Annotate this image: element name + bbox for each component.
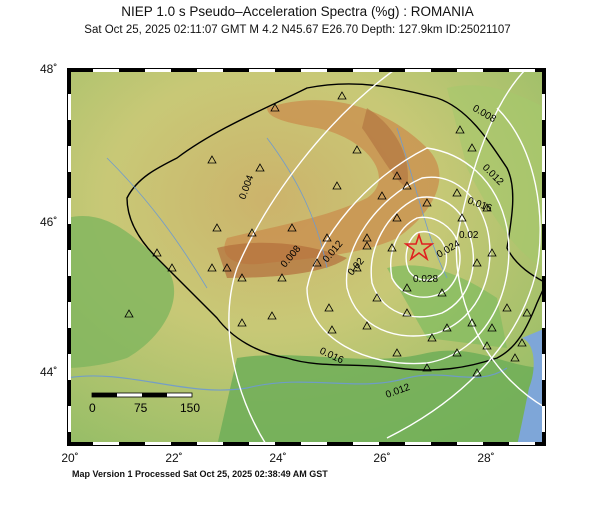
triangle-icon — [327, 325, 337, 334]
triangle-icon — [522, 308, 532, 317]
lon-label-20: 20˚ — [61, 451, 79, 465]
triangle-icon — [487, 323, 497, 332]
triangle-icon — [362, 233, 372, 242]
triangle-icon — [337, 91, 347, 100]
triangle-icon — [392, 348, 402, 357]
triangle-icon — [442, 323, 452, 332]
danube-river — [67, 367, 508, 391]
scale-label-75: 75 — [134, 401, 148, 415]
triangle-icon — [352, 263, 362, 272]
contour-label: 0.02 — [459, 230, 479, 241]
triangle-icon — [392, 213, 402, 222]
triangle-icon — [482, 203, 492, 212]
lon-label-26: 26˚ — [373, 451, 391, 465]
lon-label-28: 28˚ — [477, 451, 495, 465]
triangle-icon — [322, 233, 332, 242]
lon-label-22: 22˚ — [165, 451, 183, 465]
triangle-icon — [207, 155, 217, 164]
triangle-icon — [517, 338, 527, 347]
triangle-icon — [472, 258, 482, 267]
triangle-icon — [222, 263, 232, 272]
triangle-icon — [312, 258, 322, 267]
lat-label-46: 46˚ — [40, 215, 58, 229]
triangle-icon — [487, 248, 497, 257]
triangle-icon — [455, 125, 465, 134]
triangle-icon — [372, 293, 382, 302]
triangle-icon — [482, 341, 492, 350]
scale-label-150: 150 — [180, 401, 200, 415]
event-info: Sat Oct 25, 2025 02:11:07 GMT M 4.2 N45.… — [84, 24, 511, 36]
triangle-icon — [472, 368, 482, 377]
triangle-icon — [437, 288, 447, 297]
triangle-icon — [237, 318, 247, 327]
triangle-icon — [392, 171, 402, 180]
triangle-icon — [422, 198, 432, 207]
map-frame — [67, 68, 546, 446]
triangle-icon — [362, 321, 372, 330]
triangle-icon — [387, 243, 397, 252]
triangle-icon — [362, 241, 372, 250]
triangle-icon — [452, 188, 462, 197]
lon-label-24: 24˚ — [269, 451, 287, 465]
triangle-icon — [502, 303, 512, 312]
lat-label-48: 48˚ — [40, 62, 58, 76]
country-border — [126, 83, 546, 371]
black-sea — [517, 328, 546, 446]
triangle-icon — [152, 248, 162, 257]
triangle-icon — [332, 181, 342, 190]
triangle-icon — [402, 181, 412, 190]
triangle-icon — [167, 263, 177, 272]
intensity-map: 0.004 0.008 0.012 0.02 0.02 0.024 0.028 … — [67, 68, 546, 446]
triangle-icon — [267, 311, 277, 320]
triangle-icon — [402, 283, 412, 292]
scale-bar: 0 75 150 — [89, 392, 200, 415]
triangle-icon — [510, 353, 520, 362]
triangle-icon — [207, 263, 217, 272]
triangle-icon — [402, 308, 412, 317]
star-icon[interactable] — [403, 232, 435, 262]
triangle-icon — [467, 318, 477, 327]
triangle-icon — [457, 213, 467, 222]
triangle-icon — [237, 273, 247, 282]
triangle-icon — [255, 163, 265, 172]
triangle-icon — [277, 273, 287, 282]
triangle-icon — [352, 145, 362, 154]
triangle-icon — [377, 191, 387, 200]
triangle-icon — [212, 223, 222, 232]
triangle-icon — [467, 143, 477, 152]
scale-label-0: 0 — [89, 401, 96, 415]
lat-label-44: 44˚ — [40, 365, 58, 379]
triangle-icon — [427, 333, 437, 342]
map-version-footer: Map Version 1 Processed Sat Oct 25, 2025… — [72, 469, 328, 479]
contour-label: 0.028 — [413, 274, 438, 285]
seismic-stations — [124, 91, 532, 377]
triangle-icon — [452, 348, 462, 357]
triangle-icon — [287, 223, 297, 232]
triangle-icon — [247, 228, 257, 237]
triangle-icon — [124, 309, 134, 318]
triangle-icon — [270, 103, 280, 112]
triangle-icon — [324, 303, 334, 312]
map-title: NIEP 1.0 s Pseudo–Acceleration Spectra (… — [121, 4, 474, 19]
contour-lines — [228, 68, 546, 446]
triangle-icon — [422, 363, 432, 372]
